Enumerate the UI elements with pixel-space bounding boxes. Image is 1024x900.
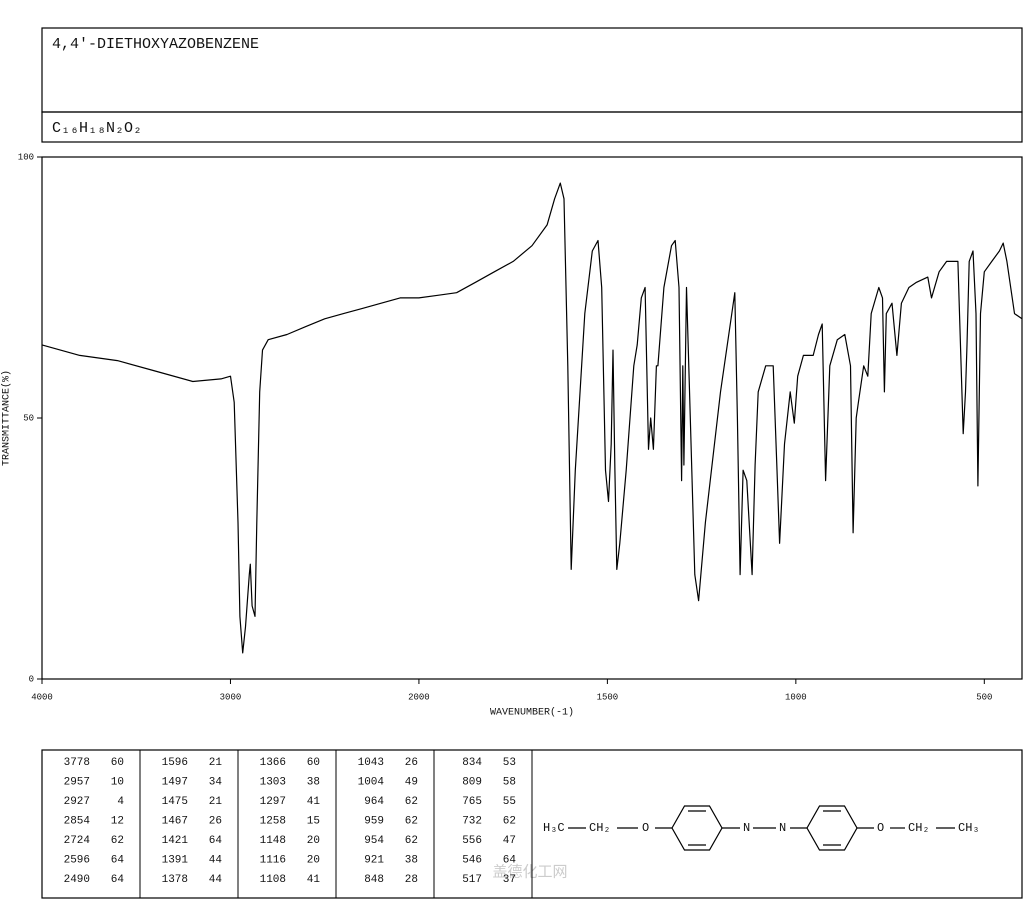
peak-transmittance: 62 [503, 815, 516, 827]
peak-wavenumber: 765 [462, 796, 482, 808]
peak-wavenumber: 1378 [162, 874, 188, 886]
formula-box [41, 111, 1023, 143]
peak-wavenumber: 732 [462, 815, 482, 827]
x-axis-label: WAVENUMBER(-1) [490, 707, 574, 719]
peak-transmittance: 26 [209, 815, 222, 827]
peak-wavenumber: 1043 [358, 757, 384, 769]
peak-transmittance: 55 [503, 796, 516, 808]
peak-transmittance: 21 [209, 757, 223, 769]
peak-transmittance: 53 [503, 757, 516, 769]
peak-transmittance: 21 [209, 796, 223, 808]
peak-wavenumber: 2854 [64, 815, 91, 827]
peak-transmittance: 26 [405, 757, 418, 769]
peak-wavenumber: 3778 [64, 757, 90, 769]
x-tick-label: 4000 [31, 692, 53, 702]
peak-transmittance: 62 [405, 815, 418, 827]
peak-wavenumber: 1421 [162, 835, 189, 847]
watermark: 盖德化工网 [492, 863, 567, 881]
peak-transmittance: 37 [503, 874, 516, 886]
peak-wavenumber: 964 [364, 796, 384, 808]
y-tick-label: 100 [18, 152, 34, 162]
peak-transmittance: 15 [307, 815, 320, 827]
peak-transmittance: 10 [111, 776, 124, 788]
ring [671, 805, 723, 851]
peak-transmittance: 58 [503, 776, 516, 788]
x-tick-label: 2000 [408, 692, 430, 702]
atom-label: N [743, 821, 750, 835]
peak-wavenumber: 1303 [260, 776, 286, 788]
peak-transmittance: 41 [307, 796, 321, 808]
plot-frame [41, 156, 1023, 680]
peak-wavenumber: 2927 [64, 796, 90, 808]
peak-transmittance: 20 [307, 835, 320, 847]
peak-transmittance: 62 [405, 796, 418, 808]
peak-transmittance: 12 [111, 815, 124, 827]
peak-transmittance: 62 [405, 835, 418, 847]
atom-label: O [877, 821, 884, 835]
peak-wavenumber: 2724 [64, 835, 91, 847]
peak-wavenumber: 546 [462, 854, 482, 866]
peak-wavenumber: 517 [462, 874, 482, 886]
peak-wavenumber: 556 [462, 835, 482, 847]
formula: C₁₆H₁₈N₂O₂ [52, 120, 142, 137]
peak-wavenumber: 2957 [64, 776, 90, 788]
peak-transmittance: 20 [307, 854, 320, 866]
peak-transmittance: 4 [117, 796, 124, 808]
peak-wavenumber: 1497 [162, 776, 188, 788]
peak-wavenumber: 1108 [260, 874, 286, 886]
peak-transmittance: 64 [503, 854, 517, 866]
peak-wavenumber: 1116 [260, 854, 286, 866]
peak-transmittance: 62 [111, 835, 124, 847]
peak-transmittance: 28 [405, 874, 418, 886]
atom-label: CH₂ [908, 821, 930, 835]
atom-label: CH₃ [958, 821, 980, 835]
x-tick-label: 500 [976, 692, 992, 702]
compound-name: 4,4'-DIETHOXYAZOBENZENE [52, 36, 259, 53]
peak-wavenumber: 1297 [260, 796, 286, 808]
ring [806, 805, 858, 851]
peak-transmittance: 49 [405, 776, 418, 788]
peak-wavenumber: 834 [462, 757, 482, 769]
peak-transmittance: 64 [111, 854, 125, 866]
peak-transmittance: 47 [503, 835, 516, 847]
peak-wavenumber: 1366 [260, 757, 286, 769]
structure: H₃C CH₂ O N N O CH₂ CH₃ [543, 805, 980, 851]
peak-wavenumber: 954 [364, 835, 384, 847]
y-tick-label: 0 [29, 674, 34, 684]
peak-wavenumber: 1391 [162, 854, 189, 866]
peak-transmittance: 38 [307, 776, 320, 788]
atom-label: H₃C [543, 821, 565, 835]
x-tick-label: 1000 [785, 692, 807, 702]
peak-wavenumber: 2490 [64, 874, 90, 886]
peak-transmittance: 44 [209, 874, 223, 886]
peak-wavenumber: 809 [462, 776, 482, 788]
peak-wavenumber: 1475 [162, 796, 188, 808]
peak-wavenumber: 1258 [260, 815, 286, 827]
peak-wavenumber: 1467 [162, 815, 188, 827]
peak-wavenumber: 959 [364, 815, 384, 827]
peak-transmittance: 60 [111, 757, 124, 769]
spectrum-line [41, 182, 1023, 654]
y-tick-label: 50 [23, 413, 34, 423]
peak-transmittance: 60 [307, 757, 320, 769]
peak-wavenumber: 848 [364, 874, 384, 886]
peak-wavenumber: 2596 [64, 854, 90, 866]
peak-transmittance: 41 [307, 874, 321, 886]
peak-wavenumber: 1148 [260, 835, 286, 847]
atom-label: O [642, 821, 649, 835]
atom-label: CH₂ [589, 821, 611, 835]
peak-transmittance: 34 [209, 776, 223, 788]
peak-transmittance: 44 [209, 854, 223, 866]
x-tick-label: 1500 [597, 692, 619, 702]
y-axis-label: TRANSMITTANCE(%) [1, 370, 13, 466]
peak-transmittance: 64 [209, 835, 223, 847]
atom-label: N [779, 821, 786, 835]
peak-transmittance: 38 [405, 854, 418, 866]
x-tick-label: 3000 [220, 692, 242, 702]
peak-wavenumber: 1004 [358, 776, 385, 788]
peak-wavenumber: 1596 [162, 757, 188, 769]
peak-wavenumber: 921 [364, 854, 384, 866]
peak-transmittance: 64 [111, 874, 125, 886]
